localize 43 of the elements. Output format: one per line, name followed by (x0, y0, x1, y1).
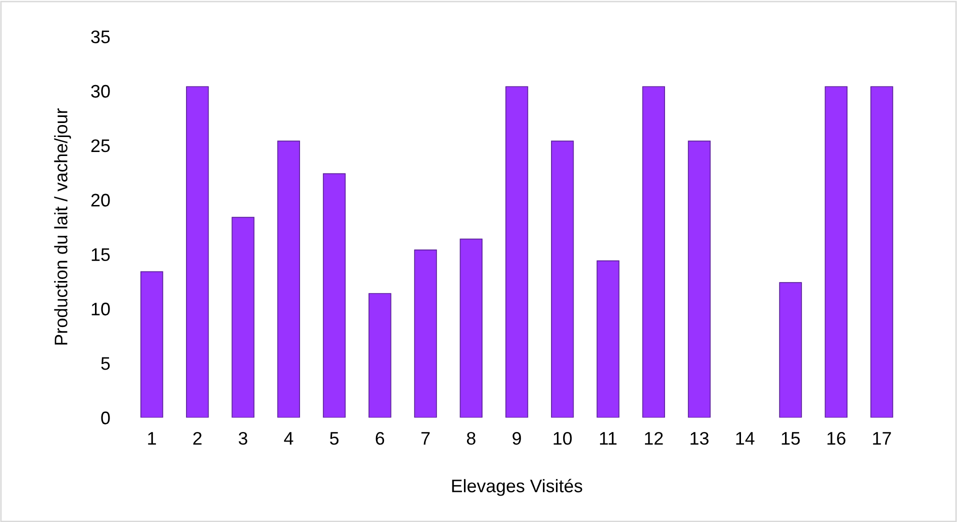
x-axis-title: Elevages Visités (452, 478, 582, 496)
y-tick-label: 20 (91, 194, 110, 207)
x-tick-label: 9 (512, 432, 521, 445)
bar (322, 173, 346, 418)
x-tick-label: 16 (827, 432, 846, 445)
bar (414, 250, 437, 418)
bar (277, 140, 300, 418)
x-tick-label: 13 (690, 432, 709, 445)
x-tick-label: 4 (284, 432, 294, 445)
x-tick-label: 3 (238, 432, 248, 445)
bar (368, 293, 392, 418)
bar (688, 140, 711, 418)
y-axis-title: Production du lait / vache/jour (54, 108, 71, 345)
y-tick-label: 0 (101, 412, 110, 424)
bar (824, 86, 848, 418)
x-tick-label: 5 (330, 432, 339, 445)
bar (505, 86, 528, 418)
x-tick-label: 10 (554, 432, 572, 445)
x-tick-label: 12 (644, 432, 663, 445)
bar (596, 260, 620, 418)
y-tick-label: 5 (101, 357, 110, 370)
y-tick-label: 30 (91, 84, 110, 98)
x-tick-label: 1 (148, 432, 156, 445)
bar (642, 86, 666, 418)
bar (232, 216, 254, 418)
bar (551, 140, 574, 418)
y-tick-label: 35 (91, 30, 110, 44)
x-tick-label: 15 (782, 432, 800, 445)
bar (460, 238, 483, 418)
x-tick-label: 7 (421, 432, 430, 445)
x-tick-label: 2 (193, 432, 202, 445)
y-tick-label: 10 (92, 302, 110, 316)
x-tick-label: 8 (466, 432, 476, 445)
x-tick-label: 14 (736, 432, 754, 445)
bar (870, 86, 894, 418)
bar (140, 271, 164, 418)
bar (186, 86, 209, 418)
x-tick-label: 6 (376, 432, 384, 445)
x-tick-label: 11 (600, 432, 617, 445)
y-tick-label: 25 (91, 139, 110, 152)
bar (779, 282, 802, 418)
x-tick-label: 17 (873, 432, 891, 445)
y-tick-label: 15 (92, 248, 110, 262)
